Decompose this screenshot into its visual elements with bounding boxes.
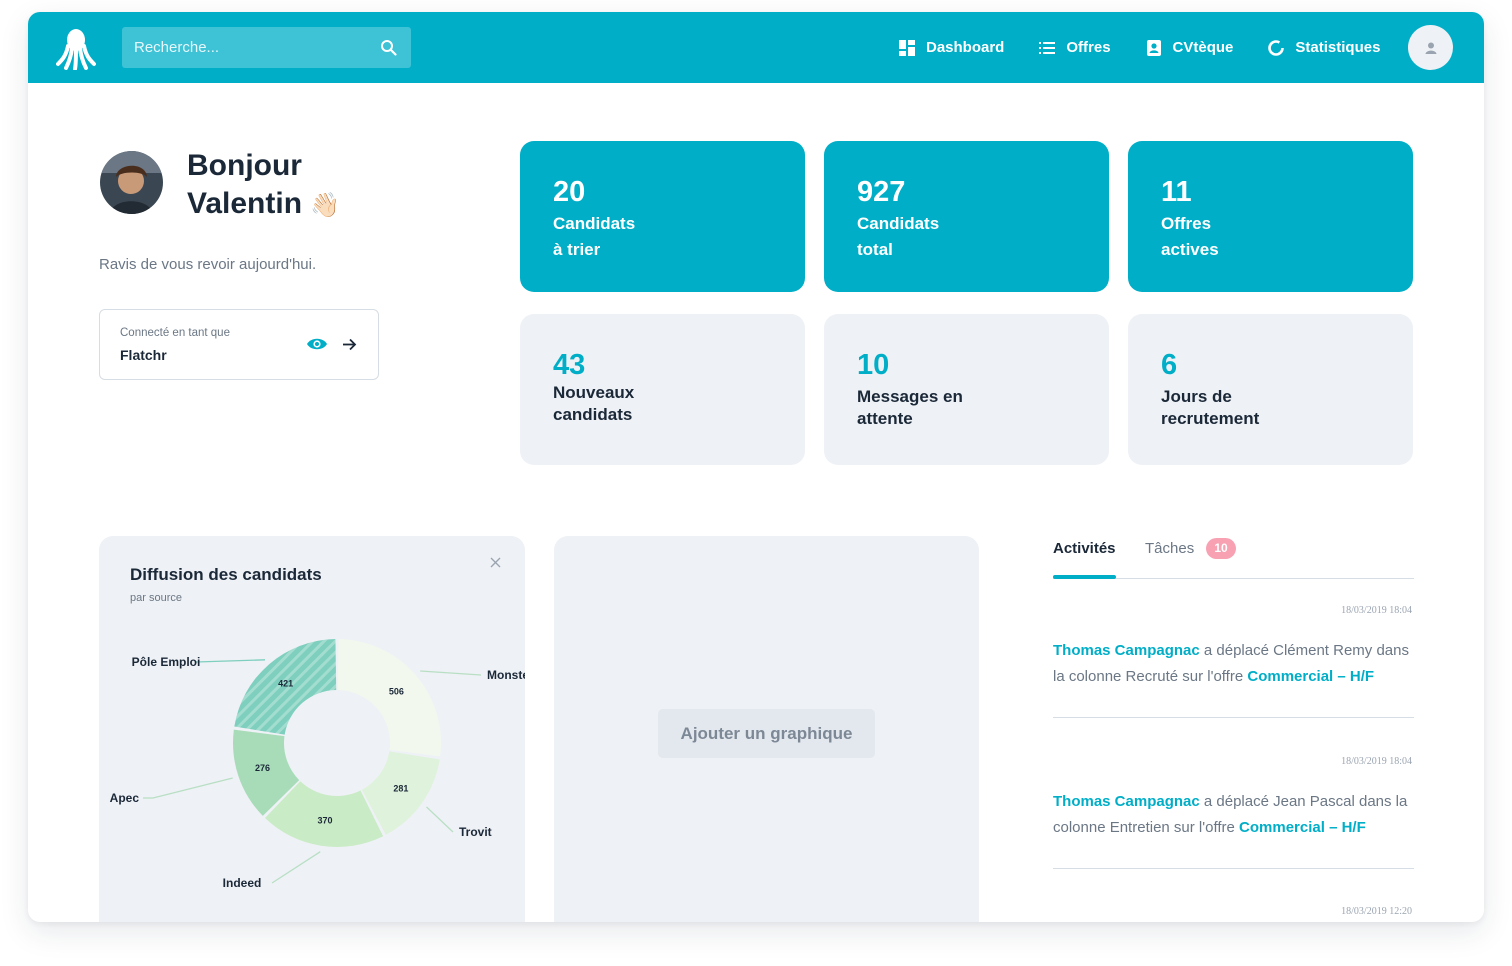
donut-slice[interactable]: [265, 781, 384, 847]
empty-chart-card: Ajouter un graphique: [554, 536, 979, 922]
contact-book-icon: [1146, 39, 1161, 56]
chart-card-diffusion: Diffusion des candidats par source 506 28…: [99, 536, 525, 922]
nav-item-offres[interactable]: Offres: [1038, 39, 1111, 57]
slice-value-label: 281: [393, 784, 408, 794]
source-label: Pôle Emploi: [132, 655, 201, 669]
octopus-logo-icon[interactable]: [56, 26, 96, 70]
tab-activites[interactable]: Activités: [1053, 540, 1116, 557]
stat-card-offres-actives[interactable]: 11 Offres actives: [1128, 141, 1413, 292]
donut-slice[interactable]: [337, 639, 441, 757]
chart-title: Diffusion des candidats: [130, 565, 322, 584]
activity-text: Thomas Campagnac a déplacé Clément Remy …: [1053, 638, 1414, 690]
activity-timestamp: 18/03/2019 18:04: [1341, 605, 1412, 616]
donut-slice[interactable]: [234, 639, 337, 735]
close-icon[interactable]: [490, 557, 501, 568]
greeting-line-1: Bonjour: [187, 149, 302, 182]
activity-description: a déplacé Clément Remy dans la colonne R…: [1053, 642, 1409, 685]
profile-photo: [100, 151, 163, 214]
nav-label-statistiques: Statistiques: [1295, 39, 1381, 56]
activity-actor-link[interactable]: Thomas Campagnac: [1053, 793, 1200, 810]
stat-value: 43: [553, 349, 586, 381]
activity-offer-link[interactable]: Commercial – H/F: [1239, 819, 1366, 836]
donut-slice[interactable]: [361, 751, 440, 835]
activity-divider: [1053, 868, 1414, 869]
stat-value: 11: [1161, 176, 1192, 208]
tasks-count-badge: 10: [1206, 538, 1236, 559]
leader-line: [420, 670, 482, 676]
active-tab-indicator: [1053, 575, 1116, 579]
stat-label: Nouveaux candidats: [553, 383, 635, 424]
slice-value-label: 421: [278, 679, 293, 689]
activity-description: a déplacé Jean Pascal dans la colonne En…: [1053, 793, 1408, 836]
source-label: Trovit: [459, 825, 492, 839]
user-icon: [1425, 42, 1436, 54]
slice-value-label: 370: [318, 816, 333, 826]
activity-tabs: Activités Tâches 10: [1053, 532, 1414, 579]
activity-actor-link[interactable]: Thomas Campagnac: [1053, 642, 1200, 659]
stat-card-candidats-total[interactable]: 927 Candidats total: [824, 141, 1109, 292]
connected-as-label: Connecté en tant que: [120, 327, 230, 339]
source-label: Apec: [110, 791, 140, 805]
app-window: Dashboard Offres CVtèque: [28, 12, 1484, 922]
stat-label: Offres actives: [1161, 214, 1219, 259]
list-icon: [1039, 41, 1056, 54]
chart-subtitle: par source: [130, 592, 182, 604]
donut-chart: 506 281 370 276 421 Monster Trovit Indeed Apec P…: [110, 639, 525, 890]
leader-line: [271, 851, 321, 884]
main-nav: Dashboard Offres CVtèque: [864, 12, 1380, 83]
nav-label-offres: Offres: [1066, 39, 1111, 56]
nav-item-statistiques[interactable]: Statistiques: [1267, 39, 1380, 57]
source-label: Indeed: [223, 876, 262, 890]
stat-label: Messages en attente: [857, 387, 963, 428]
source-label: Monster: [487, 668, 525, 682]
greeting-line-2: Valentin: [187, 187, 303, 220]
nav-label-cvteque: CVtèque: [1172, 39, 1234, 56]
nav-label-dashboard: Dashboard: [926, 39, 1005, 56]
stat-card-jours-de-recrutement[interactable]: 6 Jours de recrutement: [1128, 314, 1413, 465]
search-box: [122, 27, 411, 68]
stat-label: Candidats à trier: [553, 214, 636, 259]
stat-value: 927: [857, 176, 906, 208]
search-icon[interactable]: [380, 39, 397, 56]
stat-card-candidats-a-trier[interactable]: 20 Candidats à trier: [520, 141, 805, 292]
activity-text: Thomas Campagnac a déplacé Jean Pascal d…: [1053, 789, 1414, 841]
activity-timestamp: 18/03/2019 12:20: [1341, 906, 1412, 917]
stat-value: 20: [553, 176, 586, 208]
stat-label: Candidats total: [857, 214, 940, 259]
dashboard-icon: [899, 39, 915, 56]
eye-icon[interactable]: [306, 336, 328, 352]
stat-value: 10: [857, 349, 890, 381]
donut-slice[interactable]: [233, 729, 300, 816]
search-input[interactable]: [134, 27, 374, 68]
slice-value-label: 506: [389, 687, 404, 697]
welcome-subtitle: Ravis de vous revoir aujourd'hui.: [99, 256, 317, 273]
connected-as-card: Connecté en tant que Flatchr: [99, 309, 379, 380]
slice-value-label: 276: [255, 763, 270, 773]
stat-card-nouveaux-candidats[interactable]: 43 Nouveaux candidats: [520, 314, 805, 465]
top-navigation-bar: Dashboard Offres CVtèque: [28, 12, 1484, 83]
greeting-heading: Bonjour Valentin 👋🏻: [187, 147, 340, 225]
leader-line: [195, 659, 266, 663]
connected-as-value: Flatchr: [120, 347, 167, 363]
stat-card-messages-en-attente[interactable]: 10 Messages en attente: [824, 314, 1109, 465]
activity-offer-link[interactable]: Commercial – H/F: [1247, 668, 1375, 685]
leader-line: [143, 777, 233, 799]
waving-hand-icon: 👋🏻: [310, 192, 341, 219]
activity-timestamp: 18/03/2019 18:04: [1341, 756, 1412, 767]
stat-label: Jours de recrutement: [1161, 387, 1260, 428]
add-chart-button[interactable]: Ajouter un graphique: [658, 709, 875, 758]
tab-taches[interactable]: Tâches: [1145, 540, 1195, 557]
stat-value: 6: [1161, 349, 1178, 381]
donut-chart-icon: [1268, 39, 1285, 56]
nav-item-dashboard[interactable]: Dashboard: [898, 39, 1004, 57]
activity-divider: [1053, 717, 1414, 718]
leader-line: [426, 806, 454, 833]
nav-item-cvteque[interactable]: CVtèque: [1145, 39, 1234, 57]
user-avatar-button[interactable]: [1408, 25, 1453, 70]
arrow-right-icon[interactable]: [341, 336, 358, 353]
